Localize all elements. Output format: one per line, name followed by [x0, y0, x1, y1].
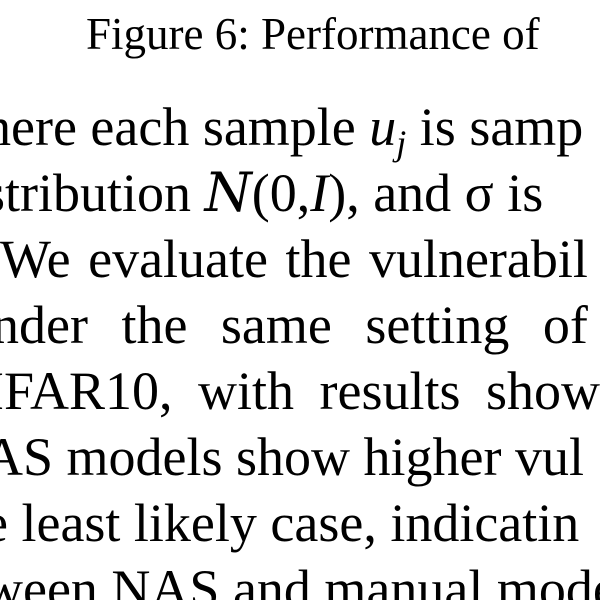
paragraph-line-4: nder the same setting of Fi [0, 295, 600, 355]
paragraph-line-5: IFAR10, with results show [0, 361, 600, 421]
subscript-j: j [396, 123, 407, 163]
line-2-text-after: , and σ is [346, 163, 544, 223]
normal-distribution-symbol: N [204, 161, 252, 224]
distribution-args-open: (0, [251, 163, 311, 223]
paragraph-line-3: We evaluate the vulnerabil [0, 229, 588, 289]
line-1-text-before: here each sample [0, 97, 370, 157]
paragraph-line-7: e least likely case, indicatin [0, 493, 580, 553]
paragraph-line-6: AS models show higher vul [0, 427, 584, 487]
paragraph-line-1: here each sample uj is samp [0, 96, 583, 174]
distribution-args-close: ) [328, 163, 347, 223]
paragraph-line-2: stribution N(0,I), and σ is [0, 162, 543, 224]
paragraph-line-8: ween NAS and manual model [0, 559, 600, 600]
line-2-text-before: stribution [0, 163, 205, 223]
identity-matrix-symbol: I [310, 163, 329, 223]
variable-u: u [369, 97, 397, 157]
figure-caption: Figure 6: Performance of [86, 9, 540, 59]
line-1-text-after: is samp [406, 97, 584, 157]
